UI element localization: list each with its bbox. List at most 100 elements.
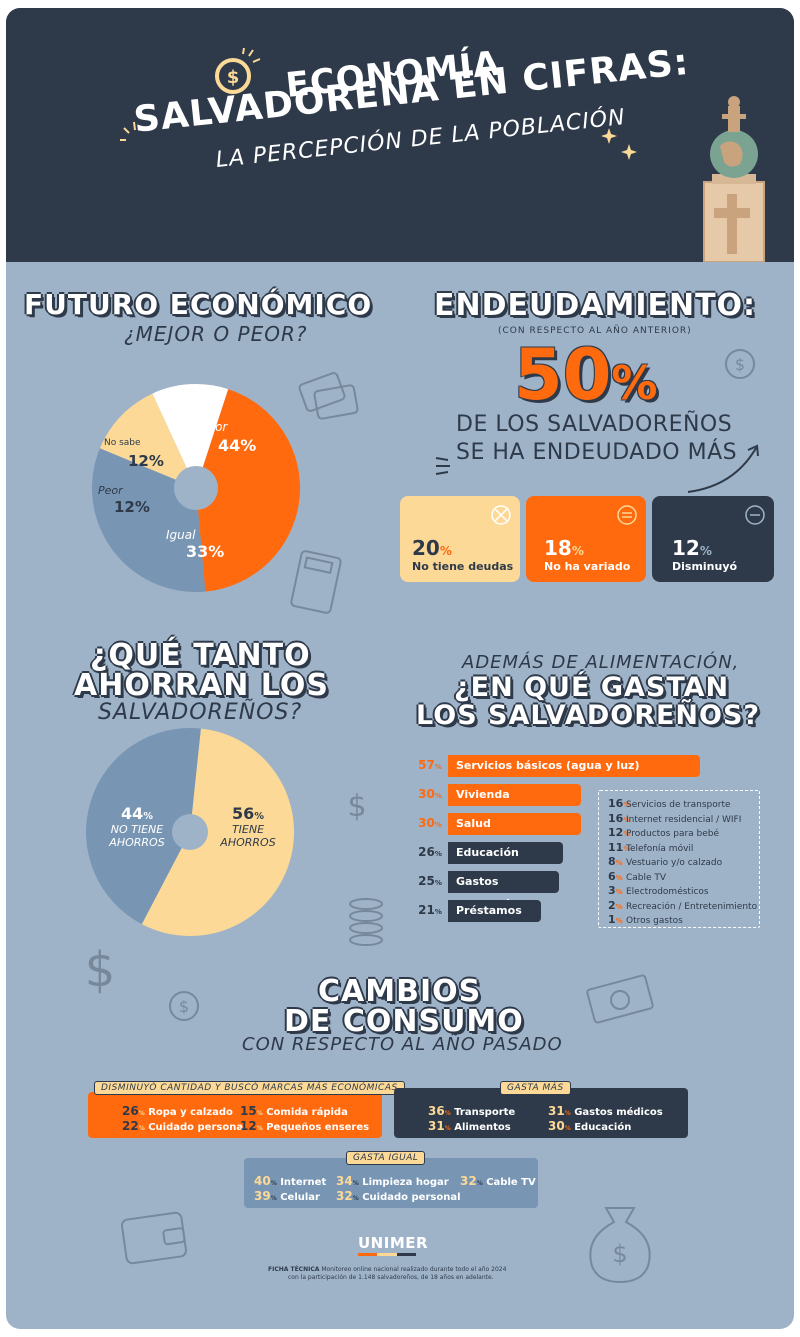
others-item-value: 2% bbox=[608, 899, 626, 912]
others-item-value: 3% bbox=[608, 884, 626, 897]
m4-num: 30 bbox=[548, 1119, 565, 1133]
card-no-deudas: 20% No tiene deudas bbox=[400, 496, 520, 582]
m1-label: Transporte bbox=[454, 1107, 516, 1118]
others-item-value: 16% bbox=[608, 797, 630, 810]
svg-text:$: $ bbox=[347, 789, 366, 824]
bar: Educación bbox=[448, 842, 563, 864]
bar: Gastos personales bbox=[448, 871, 559, 910]
ficha-text2: con la participación de 1.148 salvadoreñ… bbox=[288, 1274, 494, 1281]
svg-text:$: $ bbox=[735, 355, 745, 374]
others-item-number: 1 bbox=[608, 913, 616, 926]
disminuyo-item-4: 12% Pequeños enseres bbox=[240, 1119, 369, 1133]
endeudamiento-note: (CON RESPECTO AL AÑO ANTERIOR) bbox=[498, 326, 692, 336]
calculator-icon bbox=[290, 550, 342, 614]
pie-hole bbox=[172, 814, 208, 850]
d4-label: Pequeños enseres bbox=[266, 1122, 370, 1133]
i5-num: 32 bbox=[336, 1189, 353, 1203]
others-item-number: 8 bbox=[608, 855, 616, 868]
gasta-igual-tag: GASTA IGUAL bbox=[346, 1151, 426, 1165]
disminuyo-item-2: 15% Comida rápida bbox=[240, 1104, 348, 1118]
m1-num: 36 bbox=[428, 1104, 445, 1118]
big-stat-number: 50 bbox=[514, 334, 612, 416]
coin-doodle-icon: $ bbox=[725, 349, 755, 379]
gasta-mas-item-2: 31% Gastos médicos bbox=[548, 1104, 663, 1118]
others-list-item: 8% Vestuario y/o calzado bbox=[608, 855, 722, 868]
gastos-title-line2: LOS SALVADOREÑOS? bbox=[416, 700, 761, 731]
others-item-value: 16% bbox=[608, 811, 630, 825]
others-item-percent: % bbox=[623, 801, 631, 809]
futuro-pie-chart bbox=[91, 384, 300, 592]
bar: Préstamos bbox=[448, 900, 541, 922]
dollar-large-icon: $ bbox=[85, 942, 116, 998]
others-item-label: Productos para bebé bbox=[626, 829, 720, 839]
gasta-igual-item-3: 32% Cable TV bbox=[460, 1174, 536, 1188]
futuro-subtitle: ¿MEJOR O PEOR? bbox=[124, 322, 308, 346]
pie2-no-percent: % bbox=[143, 811, 153, 822]
ahorro-subtitle: SALVADOREÑOS? bbox=[98, 700, 303, 725]
others-item-percent: % bbox=[623, 815, 631, 824]
others-list-item: 12%Productos para bebé bbox=[608, 826, 719, 839]
logo-text: UNIMER bbox=[358, 1234, 429, 1252]
i3-num: 32 bbox=[460, 1174, 477, 1188]
others-item-percent: % bbox=[615, 873, 623, 882]
d2-num: 15 bbox=[240, 1104, 257, 1118]
i4-label: Celular bbox=[280, 1192, 320, 1203]
bar-value: 57% bbox=[402, 758, 442, 772]
ficha-label: FICHA TÉCNICA bbox=[268, 1266, 320, 1273]
m3-pct: % bbox=[444, 1125, 451, 1132]
pie1-igual-value: 33% bbox=[186, 542, 225, 561]
coin-icon: $ bbox=[215, 48, 261, 94]
others-item-percent: % bbox=[623, 844, 631, 853]
m3-label: Alimentos bbox=[454, 1122, 511, 1133]
others-item-percent: % bbox=[623, 830, 631, 838]
coin-small-icon: $ bbox=[169, 991, 199, 1021]
logo-color-bar bbox=[358, 1253, 416, 1256]
i3-pct: % bbox=[476, 1180, 483, 1187]
cash-icon bbox=[586, 974, 654, 1024]
pie2-no-number: 44 bbox=[121, 804, 144, 823]
gasta-mas-item-4: 30% Educación bbox=[548, 1119, 631, 1133]
others-list-item: 16%Internet residencial / WIFI bbox=[608, 812, 741, 825]
d2-label: Comida rápida bbox=[266, 1107, 348, 1118]
futuro-title: FUTURO ECONÓMICO bbox=[24, 288, 373, 321]
gastos-pre: ADEMÁS DE ALIMENTACIÓN, bbox=[462, 652, 740, 673]
pie-slice bbox=[152, 384, 229, 488]
i4-num: 39 bbox=[254, 1189, 271, 1203]
others-item-value: 1% bbox=[608, 913, 626, 926]
pie1-nosabe-label: No sabe bbox=[104, 438, 141, 448]
others-item-label: Servicios de transporte bbox=[626, 800, 731, 810]
star-icon bbox=[601, 128, 637, 160]
card3-label: Disminuyó bbox=[672, 560, 738, 573]
card3-value: 12% bbox=[672, 536, 712, 560]
bar-value-number: 21 bbox=[418, 903, 435, 917]
others-item-percent: % bbox=[615, 888, 623, 896]
others-item-number: 2 bbox=[608, 898, 616, 912]
pie2-no-label2: AHORROS bbox=[109, 836, 165, 849]
cambios-subtitle: CON RESPECTO AL AÑO PASADO bbox=[242, 1034, 563, 1055]
others-item-value: 8% bbox=[608, 855, 626, 868]
others-item-number: 12 bbox=[608, 826, 624, 839]
bar-value-number: 26 bbox=[418, 845, 435, 859]
i1-num: 40 bbox=[254, 1174, 271, 1188]
others-item-value: 6% bbox=[608, 870, 626, 883]
gasta-igual-item-4: 39% Celular bbox=[254, 1189, 320, 1203]
d2-pct: % bbox=[256, 1110, 263, 1117]
d1-label: Ropa y calzado bbox=[148, 1107, 233, 1118]
endeudamiento-line1: DE LOS SALVADOREÑOS bbox=[456, 412, 733, 437]
bar: Servicios básicos (agua y luz) bbox=[448, 755, 700, 777]
pie1-igual-label: Igual bbox=[166, 528, 196, 542]
i5-label: Cuidado personal bbox=[362, 1192, 461, 1203]
unimer-logo: UNIMER bbox=[358, 1234, 428, 1256]
others-item-number: 11 bbox=[608, 840, 624, 854]
ahorro-title-line1: ¿QUÉ TANTO bbox=[90, 638, 311, 673]
bar: Vivienda bbox=[448, 784, 581, 806]
others-list-item: 6% Cable TV bbox=[608, 870, 666, 883]
others-item-number: 16 bbox=[608, 811, 624, 825]
d3-label: Cuidado personal bbox=[148, 1122, 247, 1133]
pie-slice bbox=[141, 728, 294, 936]
others-item-value: 12% bbox=[608, 826, 630, 839]
others-item-percent: % bbox=[615, 859, 623, 867]
bar-value-number: 30 bbox=[418, 816, 435, 830]
bar-value-number: 25 bbox=[418, 874, 435, 888]
sparkle-icon bbox=[120, 121, 136, 141]
